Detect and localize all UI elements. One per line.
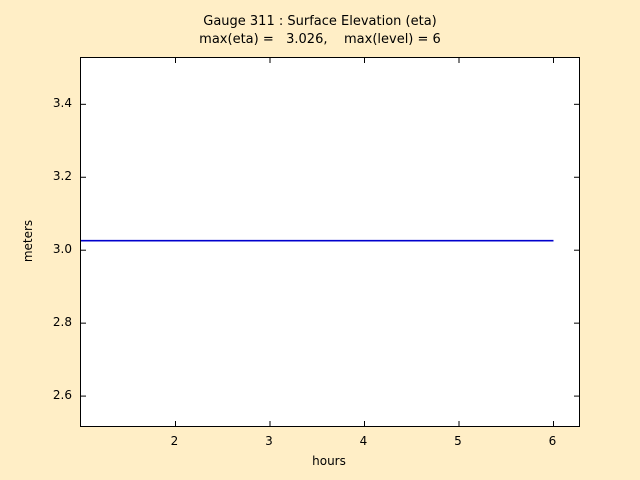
chart-title: Gauge 311 : Surface Elevation (eta) bbox=[203, 14, 437, 29]
x-tick-label: 2 bbox=[170, 434, 179, 448]
y-tick-label: 3.4 bbox=[52, 96, 72, 111]
plot-area bbox=[80, 57, 580, 427]
plot-canvas bbox=[81, 58, 579, 426]
x-tick-label: 6 bbox=[548, 434, 557, 448]
y-tick-label: 3.2 bbox=[52, 169, 72, 184]
x-axis-label: hours bbox=[312, 454, 346, 468]
y-tick-label: 2.6 bbox=[52, 388, 72, 403]
x-tick-label: 4 bbox=[359, 434, 368, 448]
x-tick-label: 5 bbox=[454, 434, 462, 448]
x-tick-label: 3 bbox=[265, 434, 273, 448]
y-tick-label: 3.0 bbox=[52, 242, 72, 257]
chart-subtitle: max(eta) = 3.026, max(level) = 6 bbox=[199, 32, 441, 47]
y-tick-label: 2.8 bbox=[52, 315, 72, 330]
